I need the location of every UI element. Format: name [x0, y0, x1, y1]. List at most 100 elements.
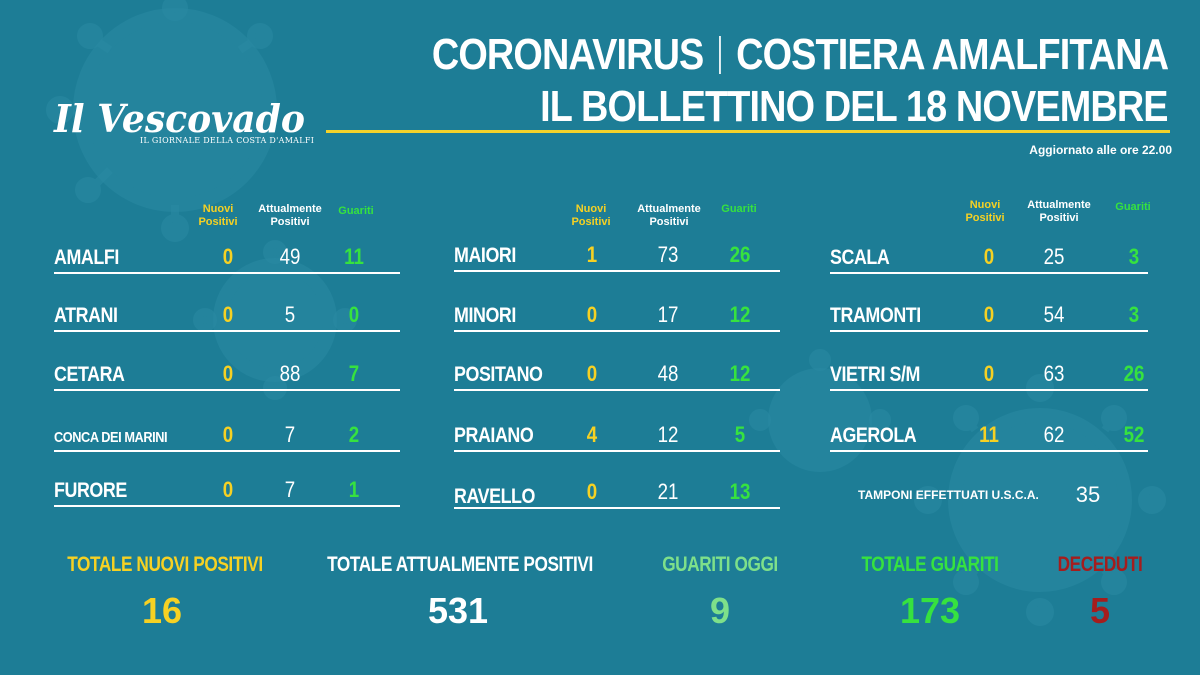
- nuovi-positivi-value: 0: [586, 479, 598, 504]
- row-divider: [54, 505, 400, 507]
- guariti-value: 5: [734, 422, 746, 447]
- town-row-agerola: AGEROLA 11 62 52: [830, 418, 1148, 452]
- col-head-nuovi-positivi: Nuovi Positivi: [965, 199, 1005, 224]
- town-row-minori: MINORI 0 17 12: [454, 298, 780, 332]
- nuovi-positivi-value: 1: [586, 242, 598, 267]
- row-divider: [830, 272, 1148, 274]
- deceduti-label: DECEDUTI: [1057, 553, 1143, 576]
- col-head-nuovi-positivi: Nuovi Positivi: [198, 203, 238, 228]
- guariti-value: 26: [1123, 361, 1145, 386]
- guariti-value: 12: [729, 361, 751, 386]
- town-row-tramonti: TRAMONTI 0 54 3: [830, 298, 1148, 332]
- title-underline: [326, 130, 1170, 133]
- nuovi-positivi-value: 0: [222, 361, 234, 386]
- guariti-value: 52: [1123, 422, 1145, 447]
- nuovi-positivi-value: 0: [983, 361, 995, 386]
- guariti-value: 1: [348, 477, 360, 502]
- nuovi-positivi-value: 0: [222, 302, 234, 327]
- nuovi-positivi-value: 11: [979, 422, 999, 447]
- nuovi-positivi-value: 0: [222, 477, 234, 502]
- row-divider: [454, 389, 780, 391]
- town-name: CETARA: [54, 363, 125, 386]
- guariti-oggi-label: GUARITI OGGI: [662, 553, 778, 576]
- nuovi-positivi-value: 0: [983, 302, 995, 327]
- title-coronavirus: CORONAVIRUS: [431, 30, 704, 79]
- town-name: AMALFI: [54, 246, 119, 269]
- updated-time: Aggiornato alle ore 22.00: [1029, 143, 1172, 157]
- town-row-ravello: RAVELLO 0 21 13: [454, 475, 780, 509]
- town-name: RAVELLO: [454, 485, 535, 508]
- row-divider: [454, 330, 780, 332]
- page-title: CORONAVIRUS COSTIERA AMALFITANA: [431, 30, 1169, 80]
- vescovado-logo: Il Vescovado IL GIORNALE DELLA COSTA D'A…: [54, 96, 314, 151]
- town-row-atrani: ATRANI 0 5 0: [54, 298, 400, 332]
- town-name: CONCA DEI MARINI: [54, 429, 168, 446]
- town-name: PRAIANO: [454, 424, 534, 447]
- guariti-value: 3: [1128, 302, 1140, 327]
- guariti-value: 3: [1128, 244, 1140, 269]
- col-head-attualmente-positivi: Attualmente Positivi: [258, 203, 322, 228]
- guariti-value: 13: [729, 479, 751, 504]
- guariti-value: 11: [344, 244, 364, 269]
- totale-nuovi-positivi-label: TOTALE NUOVI POSITIVI: [67, 553, 263, 576]
- guariti-value: 7: [348, 361, 360, 386]
- town-row-furore: FURORE 0 7 1: [54, 473, 400, 507]
- town-name: SCALA: [830, 246, 890, 269]
- attualmente-positivi-value: 48: [657, 361, 679, 386]
- nuovi-positivi-value: 0: [586, 361, 598, 386]
- attualmente-positivi-value: 21: [657, 479, 679, 504]
- col-head-attualmente-positivi: Attualmente Positivi: [1027, 199, 1091, 224]
- attualmente-positivi-value: 73: [657, 242, 679, 267]
- nuovi-positivi-value: 0: [222, 422, 234, 447]
- town-row-praiano: PRAIANO 4 12 5: [454, 418, 780, 452]
- town-row-vietri: VIETRI S/M 0 63 26: [830, 357, 1148, 391]
- row-divider: [830, 450, 1148, 452]
- attualmente-positivi-value: 88: [279, 361, 301, 386]
- col-head-guariti: Guariti: [1115, 201, 1151, 213]
- attualmente-positivi-value: 12: [657, 422, 679, 447]
- totale-guariti-label: TOTALE GUARITI: [861, 553, 999, 576]
- row-divider: [454, 507, 780, 509]
- town-name: POSITANO: [454, 363, 543, 386]
- title-costiera: COSTIERA AMALFITANA: [735, 30, 1169, 79]
- row-divider: [830, 389, 1148, 391]
- town-name: FURORE: [54, 479, 127, 502]
- totale-attualmente-positivi-value: 531: [427, 590, 489, 631]
- town-row-amalfi: AMALFI 0 49 11: [54, 240, 400, 274]
- col-head-guariti: Guariti: [338, 205, 374, 217]
- attualmente-positivi-value: 25: [1043, 244, 1065, 269]
- tamponi-value: 35: [1075, 482, 1101, 507]
- town-name: MAIORI: [454, 244, 516, 267]
- col-head-guariti: Guariti: [721, 203, 757, 215]
- title-separator: [718, 36, 721, 74]
- town-row-conca-dei-marini: CONCA DEI MARINI 0 7 2: [54, 418, 400, 452]
- attualmente-positivi-value: 54: [1043, 302, 1065, 327]
- nuovi-positivi-value: 0: [222, 244, 234, 269]
- attualmente-positivi-value: 63: [1043, 361, 1065, 386]
- deceduti-value: 5: [1089, 590, 1111, 631]
- tamponi-label: TAMPONI EFFETTUATI U.S.C.A.: [858, 488, 1039, 502]
- town-name: MINORI: [454, 304, 516, 327]
- totale-attualmente-positivi-label: TOTALE ATTUALMENTE POSITIVI: [327, 553, 593, 576]
- guariti-value: 26: [729, 242, 751, 267]
- town-name: AGEROLA: [830, 424, 917, 447]
- row-divider: [454, 270, 780, 272]
- attualmente-positivi-value: 5: [284, 302, 296, 327]
- bulletin-date-title: IL BOLLETTINO DEL 18 NOVEMBRE: [540, 82, 1168, 131]
- row-divider: [54, 389, 400, 391]
- nuovi-positivi-value: 4: [586, 422, 598, 447]
- logo-name: Il Vescovado: [54, 96, 305, 141]
- town-name: TRAMONTI: [830, 304, 921, 327]
- row-divider: [54, 330, 400, 332]
- guariti-value: 12: [729, 302, 751, 327]
- totale-nuovi-positivi-value: 16: [141, 590, 183, 631]
- col-head-nuovi-positivi: Nuovi Positivi: [571, 203, 611, 228]
- guariti-value: 0: [348, 302, 360, 327]
- town-row-positano: POSITANO 0 48 12: [454, 357, 780, 391]
- town-name: ATRANI: [54, 304, 118, 327]
- totale-guariti-value: 173: [899, 590, 961, 631]
- attualmente-positivi-value: 49: [279, 244, 301, 269]
- guariti-value: 2: [348, 422, 360, 447]
- row-divider: [54, 450, 400, 452]
